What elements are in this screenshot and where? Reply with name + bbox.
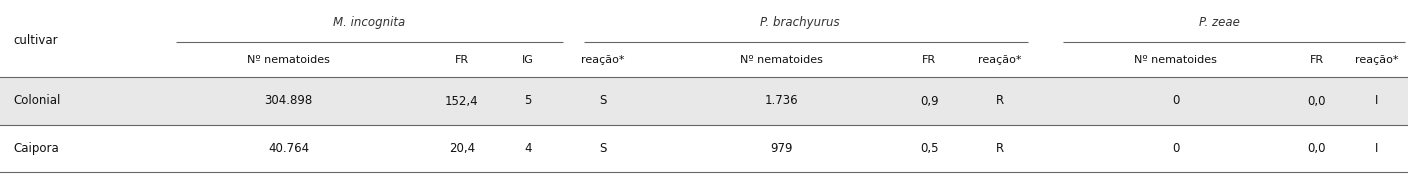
Text: I: I <box>1376 95 1378 107</box>
Text: reação*: reação* <box>1356 55 1398 65</box>
Text: S: S <box>598 142 607 155</box>
Text: 0,9: 0,9 <box>919 95 939 107</box>
Text: Caipora: Caipora <box>13 142 59 155</box>
Text: R: R <box>995 95 1004 107</box>
Text: FR: FR <box>922 55 936 65</box>
Text: 40.764: 40.764 <box>268 142 310 155</box>
Text: M. incognita: M. incognita <box>332 16 406 29</box>
Text: cultivar: cultivar <box>13 33 58 46</box>
Text: FR: FR <box>455 55 469 65</box>
Text: 20,4: 20,4 <box>449 142 474 155</box>
Text: 0,0: 0,0 <box>1307 142 1326 155</box>
Text: S: S <box>598 95 607 107</box>
Text: Nº nematoides: Nº nematoides <box>741 55 822 65</box>
Text: R: R <box>995 142 1004 155</box>
Bar <box>0 77 1408 125</box>
Text: 979: 979 <box>770 142 793 155</box>
Text: 152,4: 152,4 <box>445 95 479 107</box>
Text: Nº nematoides: Nº nematoides <box>1135 55 1217 65</box>
Text: 0: 0 <box>1171 142 1180 155</box>
Text: Colonial: Colonial <box>13 95 61 107</box>
Text: Nº nematoides: Nº nematoides <box>248 55 329 65</box>
Text: 1.736: 1.736 <box>765 95 798 107</box>
Text: 0: 0 <box>1171 95 1180 107</box>
Text: reação*: reação* <box>582 55 624 65</box>
Text: reação*: reação* <box>979 55 1021 65</box>
Text: 4: 4 <box>524 142 532 155</box>
Text: I: I <box>1376 142 1378 155</box>
Text: 0,0: 0,0 <box>1307 95 1326 107</box>
Text: IG: IG <box>522 55 534 65</box>
Text: P. brachyurus: P. brachyurus <box>760 16 839 29</box>
Text: 304.898: 304.898 <box>265 95 313 107</box>
Text: 5: 5 <box>524 95 532 107</box>
Text: FR: FR <box>1309 55 1324 65</box>
Text: P. zeae: P. zeae <box>1198 16 1240 29</box>
Text: 0,5: 0,5 <box>919 142 939 155</box>
